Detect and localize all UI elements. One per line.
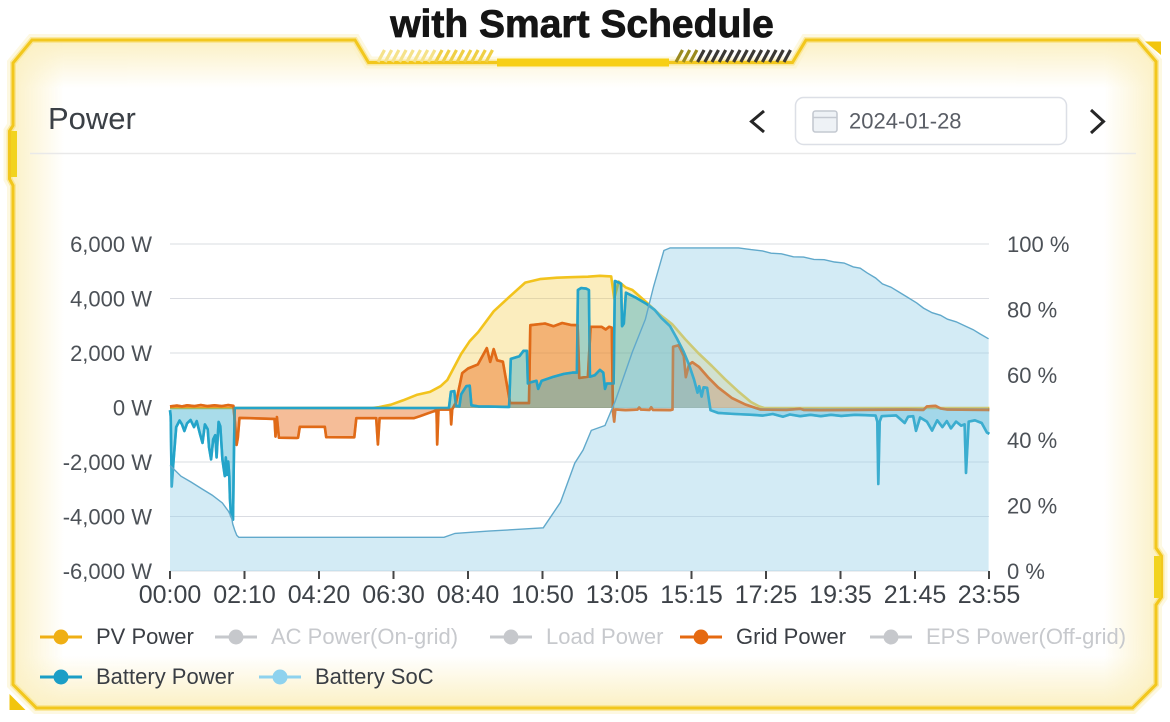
svg-text:06:30: 06:30 bbox=[362, 581, 425, 609]
svg-text:100 %: 100 % bbox=[1007, 232, 1069, 257]
svg-text:-2,000 W: -2,000 W bbox=[63, 450, 152, 475]
svg-text:0 W: 0 W bbox=[113, 396, 152, 421]
svg-text:15:15: 15:15 bbox=[660, 581, 723, 609]
svg-text:2024-01-28: 2024-01-28 bbox=[849, 109, 962, 134]
svg-text:80 %: 80 % bbox=[1007, 297, 1057, 322]
svg-text:-4,000 W: -4,000 W bbox=[63, 505, 152, 530]
svg-text:02:10: 02:10 bbox=[213, 581, 276, 609]
svg-text:60 %: 60 % bbox=[1007, 363, 1057, 388]
svg-text:4,000 W: 4,000 W bbox=[70, 287, 152, 312]
svg-text:40 %: 40 % bbox=[1007, 428, 1057, 453]
svg-text:04:20: 04:20 bbox=[288, 581, 351, 609]
svg-text:0 %: 0 % bbox=[1007, 559, 1045, 584]
svg-text:13:05: 13:05 bbox=[586, 581, 649, 609]
svg-text:6,000 W: 6,000 W bbox=[70, 232, 152, 257]
svg-text:-6,000 W: -6,000 W bbox=[63, 559, 152, 584]
svg-text:00:00: 00:00 bbox=[139, 581, 202, 609]
svg-text:21:45: 21:45 bbox=[884, 581, 947, 609]
svg-text:19:35: 19:35 bbox=[809, 581, 872, 609]
svg-text:20 %: 20 % bbox=[1007, 494, 1057, 519]
svg-text:23:55: 23:55 bbox=[958, 581, 1021, 609]
svg-text:10:50: 10:50 bbox=[511, 581, 574, 609]
svg-text:08:40: 08:40 bbox=[437, 581, 500, 609]
svg-text:17:25: 17:25 bbox=[735, 581, 798, 609]
svg-text:2,000 W: 2,000 W bbox=[70, 341, 152, 366]
